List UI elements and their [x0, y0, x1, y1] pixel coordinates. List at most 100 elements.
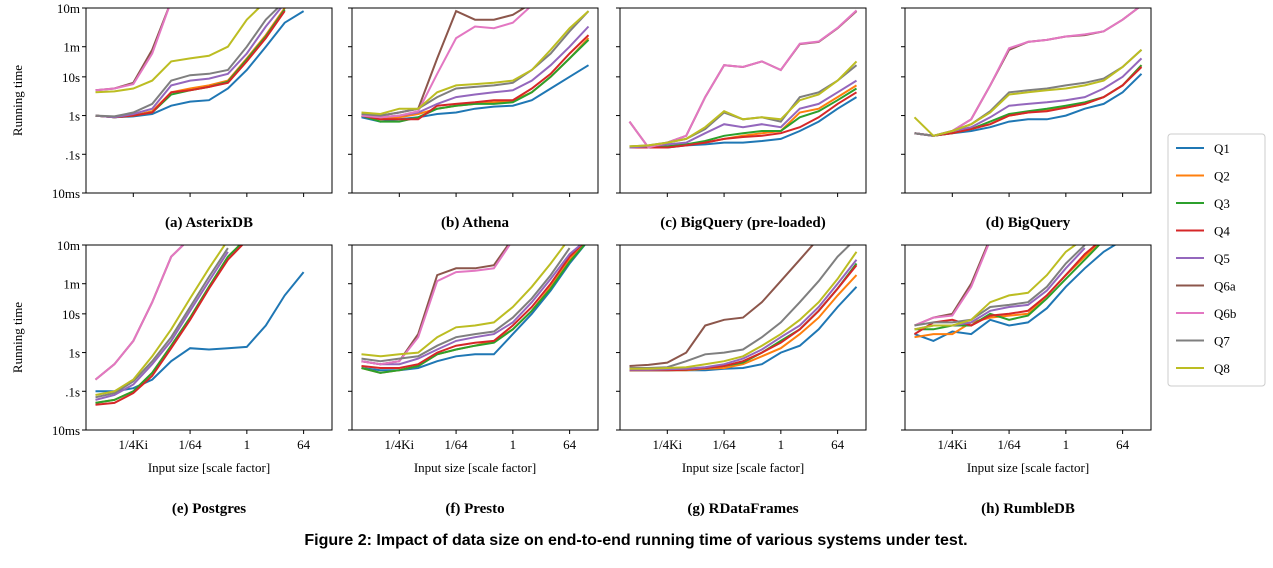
plot: [361, 8, 590, 123]
series-line: [629, 259, 858, 371]
series-line: [361, 245, 511, 366]
series-line: [914, 8, 1140, 137]
x-tick-label: 1: [244, 437, 251, 452]
series-line: [95, 8, 170, 92]
legend-label: Q1: [1214, 141, 1230, 156]
y-tick-label: .1s: [65, 384, 80, 399]
series-line: [95, 245, 226, 396]
plot: [628, 9, 858, 149]
panel-title: (g) RDataFrames: [687, 501, 798, 517]
y-tick-label: 10s: [62, 70, 80, 85]
series-line: [914, 66, 1143, 137]
plot: [913, 8, 1143, 137]
series-line: [629, 245, 815, 367]
y-tick-label: 10ms: [52, 186, 80, 201]
y-tick-label: 10s: [62, 307, 80, 322]
x-tick-label: 1/4Ki: [384, 437, 414, 452]
axes-frame: [351, 7, 599, 194]
legend-label: Q6a: [1214, 279, 1236, 294]
x-axis-label: Input size [scale factor]: [682, 460, 804, 475]
series-line: [95, 8, 280, 118]
legend-label: Q6b: [1214, 306, 1236, 321]
plot: [629, 245, 858, 372]
y-tick-label: 1s: [68, 346, 80, 361]
series-line: [913, 245, 1098, 335]
x-tick-label: 1/64: [713, 437, 737, 452]
y-tick-label: 10m: [57, 1, 80, 16]
series-line: [913, 49, 1143, 137]
legend-label: Q3: [1214, 196, 1230, 211]
series-line: [95, 8, 261, 94]
series-line: [361, 8, 531, 119]
series-line: [95, 251, 229, 401]
axes-frame: [619, 7, 867, 194]
series-line: [629, 91, 858, 149]
legend-label: Q2: [1214, 169, 1230, 184]
series-line: [95, 245, 242, 404]
legend-box: [1167, 133, 1266, 387]
panel-title: (d) BigQuery: [986, 215, 1071, 231]
x-tick-label: 1: [1063, 437, 1070, 452]
y-axis-label: Running time: [10, 65, 25, 136]
series-line: [361, 8, 526, 117]
panel-title: (h) RumbleDB: [981, 501, 1075, 517]
panel-title: (b) Athena: [441, 215, 509, 231]
series-line: [95, 271, 305, 393]
x-tick-label: 1: [510, 437, 517, 452]
panel-title: (e) Postgres: [172, 501, 246, 517]
series-line: [914, 8, 1140, 137]
y-tick-label: 1s: [68, 109, 80, 124]
plot: [913, 245, 1117, 342]
y-tick-label: 10m: [57, 238, 80, 253]
series-line: [914, 245, 1086, 327]
y-tick-label: .1s: [65, 147, 80, 162]
x-axis-label: Input size [scale factor]: [967, 460, 1089, 475]
series-line: [361, 245, 566, 358]
series-line: [94, 245, 185, 381]
x-tick-label: 64: [297, 437, 311, 452]
x-tick-label: 1: [778, 437, 785, 452]
x-tick-label: 1/64: [998, 437, 1022, 452]
caption: Figure 2: Impact of data size on end-to-…: [304, 532, 967, 549]
series-line: [361, 10, 590, 117]
legend-label: Q5: [1214, 251, 1230, 266]
x-tick-label: 64: [831, 437, 845, 452]
series-line: [629, 251, 858, 370]
series-line: [629, 87, 858, 149]
axes-frame: [85, 7, 333, 194]
axes-frame: [904, 244, 1152, 431]
series-line: [361, 39, 590, 123]
y-tick-label: 1m: [63, 277, 80, 292]
series-line: [361, 34, 590, 121]
series-line: [914, 57, 1143, 137]
x-tick-label: 64: [1116, 437, 1130, 452]
series-line: [914, 245, 990, 327]
y-tick-label: 1m: [63, 40, 80, 55]
x-tick-label: 64: [563, 437, 577, 452]
legend-label: Q7: [1214, 334, 1230, 349]
series-line: [629, 60, 858, 148]
y-tick-label: 10ms: [52, 423, 80, 438]
series-line: [914, 245, 1117, 342]
x-tick-label: 1/4Ki: [937, 437, 967, 452]
series-line: [95, 10, 286, 119]
series-line: [361, 245, 586, 374]
plot: [95, 8, 305, 119]
axes-frame: [85, 244, 333, 431]
series-line: [629, 96, 858, 149]
series-line: [361, 10, 590, 116]
legend-label: Q8: [1214, 361, 1230, 376]
x-axis-label: Input size [scale factor]: [414, 460, 536, 475]
x-axis-label: Input size [scale factor]: [148, 460, 270, 475]
x-tick-label: 1/64: [179, 437, 203, 452]
panel-title: (c) BigQuery (pre-loaded): [660, 215, 826, 231]
x-tick-label: 1/4Ki: [118, 437, 148, 452]
panel-title: (f) Presto: [445, 501, 504, 517]
series-line: [95, 247, 229, 399]
series-line: [629, 84, 858, 149]
panel-title: (a) AsterixDB: [165, 215, 253, 231]
series-line: [629, 79, 858, 149]
legend-label: Q4: [1214, 224, 1230, 239]
series-line: [361, 245, 583, 369]
